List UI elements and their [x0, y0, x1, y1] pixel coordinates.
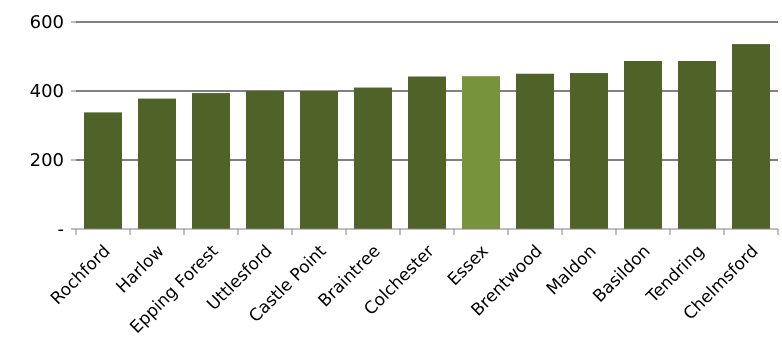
bar-tendring: [678, 60, 716, 229]
x-axis: [75, 228, 779, 235]
bar-basildon: [624, 60, 662, 229]
bar-harlow: [138, 98, 176, 229]
x-category-label: Basildon: [589, 241, 654, 306]
bar-maldon: [570, 73, 608, 229]
y-tick-label: 200: [30, 150, 64, 171]
y-tick-label: 400: [30, 81, 64, 102]
bar-uttlesford: [246, 91, 284, 229]
x-category-label: Essex: [444, 241, 493, 290]
bars: [84, 44, 770, 229]
bar-castle-point: [300, 90, 338, 229]
y-tick-label: 600: [30, 12, 64, 33]
x-category-label: Rochford: [47, 241, 114, 308]
y-tick-label: -: [58, 219, 65, 240]
bar-epping-forest: [192, 93, 230, 229]
y-axis-tick-labels: - 200 400 600: [30, 12, 76, 240]
bar-essex: [462, 76, 500, 229]
bar-rochford: [84, 112, 122, 229]
bar-braintree: [354, 87, 392, 229]
bar-chelmsford: [732, 44, 770, 229]
bar-brentwood: [516, 73, 554, 229]
bar-colchester: [408, 76, 446, 229]
